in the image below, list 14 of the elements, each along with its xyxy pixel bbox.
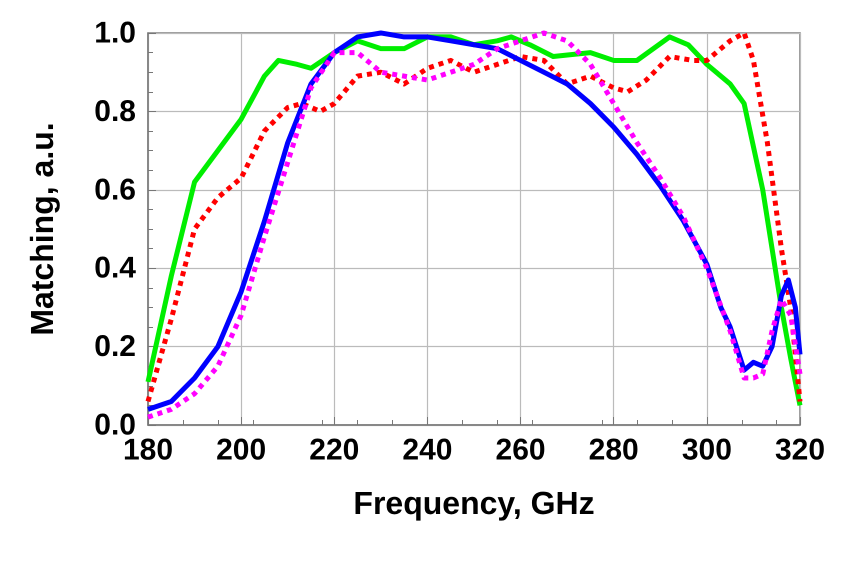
y-tick-label: 0.8 (94, 94, 136, 128)
x-tick-label: 220 (309, 434, 360, 466)
x-axis-title: Frequency, GHz (353, 485, 595, 521)
x-tick-label: 320 (774, 434, 826, 466)
y-tick-label: 0.4 (94, 252, 136, 285)
x-tick-label: 260 (496, 434, 546, 466)
x-tick-label: 300 (682, 434, 732, 466)
y-tick-label: 0.6 (94, 173, 136, 206)
y-tick-label: 1.0 (94, 16, 136, 50)
y-axis-title: Matching, a.u. (24, 122, 60, 336)
y-tick-label: 0.2 (94, 330, 136, 364)
x-tick-label: 280 (588, 434, 639, 466)
x-tick-label: 200 (216, 434, 266, 466)
x-tick-label: 240 (402, 434, 452, 466)
